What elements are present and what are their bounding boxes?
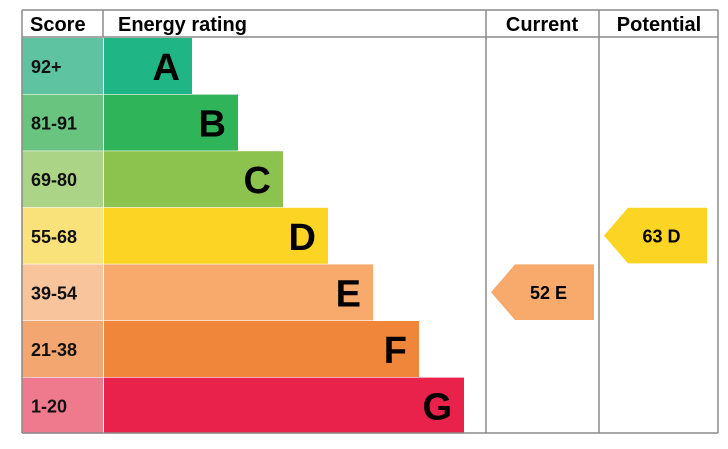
score-cell-g (22, 377, 103, 434)
header-current: Current (506, 14, 579, 36)
band-bar-a (104, 38, 192, 94)
band-bar-f (104, 321, 419, 377)
band-letter-a: A (153, 47, 180, 89)
score-cell-c (22, 151, 103, 208)
band-letter-c: C (244, 160, 271, 202)
score-cell-e (22, 264, 103, 321)
score-range-g: 1-20 (31, 397, 67, 417)
potential-rating-label: 63 D (642, 227, 680, 247)
chart-grid (21, 9, 719, 434)
score-range-e: 39-54 (31, 283, 77, 303)
score-cell-b (22, 94, 103, 151)
score-range-b: 81-91 (31, 114, 77, 134)
band-bar-e (104, 264, 373, 321)
potential-rating-arrow (604, 207, 707, 264)
band-bar-d (104, 207, 328, 264)
band-letter-d: D (289, 217, 316, 259)
score-range-f: 21-38 (31, 340, 77, 360)
band-letter-f: F (384, 330, 407, 372)
band-letter-e: E (336, 273, 361, 315)
header-potential: Potential (617, 14, 701, 36)
band-bar-c (104, 151, 283, 208)
band-bar-g (104, 377, 464, 434)
header-score: Score (30, 14, 86, 36)
rating-bands: 92+ A 81-91 B 69-80 C 55-68 D 39-54 E 21-38 F 1-20 G (22, 38, 464, 434)
score-range-a: 92+ (31, 57, 62, 77)
band-bar-b (104, 94, 238, 151)
band-letter-b: B (199, 104, 226, 146)
score-range-c: 69-80 (31, 170, 77, 190)
band-letter-g: G (422, 387, 452, 429)
score-cell-d (22, 207, 103, 264)
rating-arrows: 52 E 63 D (491, 207, 707, 320)
header-energy-rating: Energy rating (118, 14, 247, 36)
header-row (22, 10, 718, 37)
current-rating-arrow (491, 264, 594, 320)
score-range-d: 55-68 (31, 227, 77, 247)
current-rating-label: 52 E (530, 283, 567, 303)
score-cell-f (22, 321, 103, 377)
score-cell-a (22, 38, 103, 94)
